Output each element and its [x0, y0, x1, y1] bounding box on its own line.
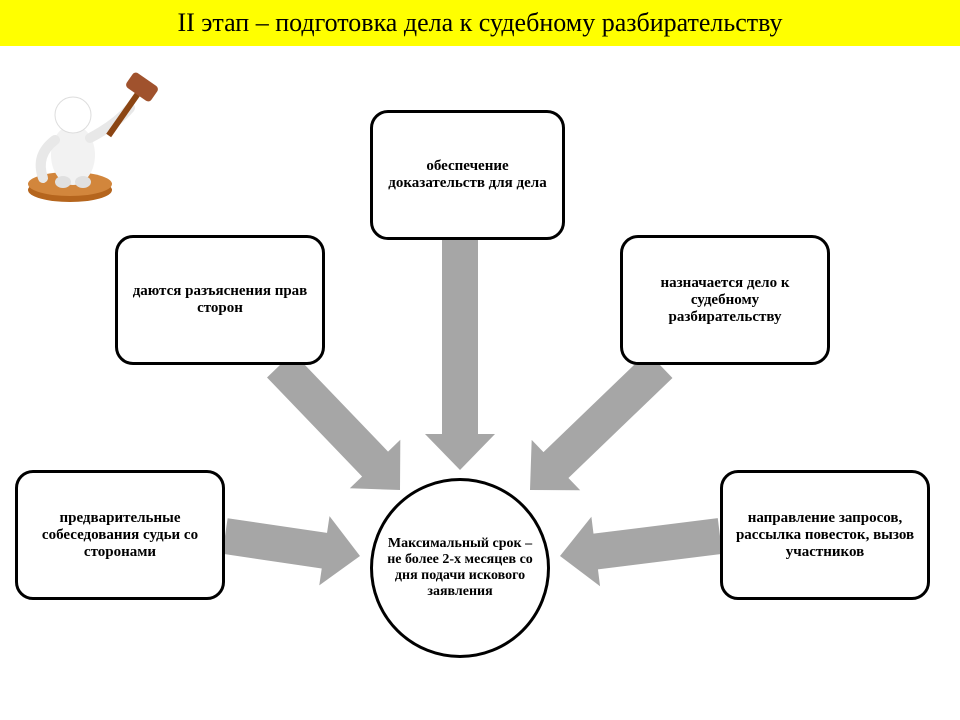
center-text: Максимальный срок – не более 2-х месяцев… [385, 536, 535, 600]
center-node: Максимальный срок – не более 2-х месяцев… [370, 478, 550, 658]
node-text: обеспечение доказательств для дела [383, 158, 552, 192]
node-n1: предварительные собеседования судьи со с… [15, 470, 225, 600]
node-text: назначается дело к судебному разбиратель… [633, 275, 817, 326]
arrow [425, 240, 495, 470]
arrow [220, 501, 365, 590]
diagram-canvas: Максимальный срок – не более 2-х месяцев… [0, 0, 960, 720]
node-text: даются разъяснения прав сторон [128, 283, 312, 317]
node-n5: направление запросов, рассылка повесток,… [720, 470, 930, 600]
node-text: предварительные собеседования судьи со с… [28, 510, 212, 561]
arrow [556, 501, 725, 590]
node-n4: назначается дело к судебному разбиратель… [620, 235, 830, 365]
node-n3: обеспечение доказательств для дела [370, 110, 565, 240]
node-n2: даются разъяснения прав сторон [115, 235, 325, 365]
judge-figure-icon [15, 60, 165, 210]
arrow [255, 341, 425, 514]
arrow [506, 340, 685, 515]
node-text: направление запросов, рассылка повесток,… [733, 510, 917, 561]
